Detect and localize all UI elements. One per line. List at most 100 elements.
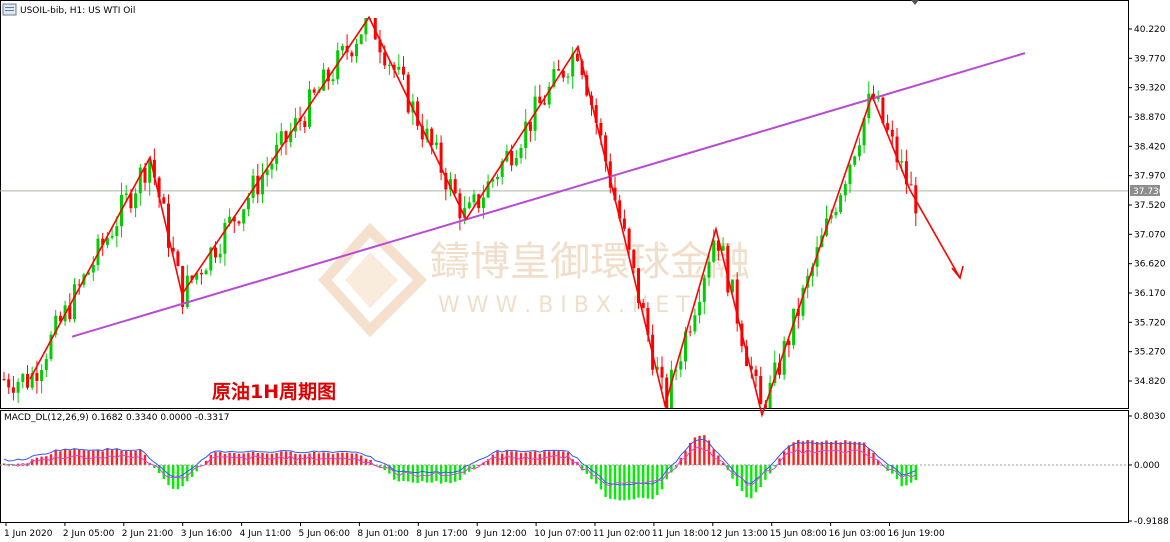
macd-bar <box>219 452 222 465</box>
macd-bar <box>604 464 607 497</box>
macd-bar <box>623 464 626 501</box>
macd-bar <box>233 453 236 465</box>
candle-body <box>669 369 673 408</box>
candle-body <box>731 279 734 293</box>
candle-body <box>162 197 166 204</box>
candle-body <box>496 176 499 180</box>
macd-bar <box>477 464 480 466</box>
macd-bar <box>764 464 767 480</box>
candle-body <box>237 221 241 224</box>
candle-body <box>176 251 180 266</box>
macd-tick-label: 0.000 <box>1134 461 1160 471</box>
candle-body <box>900 161 904 163</box>
macd-bar <box>773 464 776 467</box>
price-tick-label: 37.070 <box>1134 230 1166 240</box>
candle-body <box>124 193 128 195</box>
macd-bar <box>797 439 800 465</box>
macd-bar <box>421 464 424 481</box>
candle-body <box>312 89 316 93</box>
price-tick-label: 36.170 <box>1134 289 1166 299</box>
candle-body <box>876 97 880 100</box>
candle-body <box>218 253 222 258</box>
candle-body <box>481 197 485 209</box>
candle-body <box>326 69 330 82</box>
candle-body <box>801 287 805 316</box>
price-tick-label: 35.720 <box>1134 318 1166 328</box>
price-tick-label: 38.870 <box>1134 113 1166 123</box>
candle-body <box>782 340 786 375</box>
candle-body <box>778 362 781 375</box>
candle-body <box>21 373 25 382</box>
scroll-marker-icon[interactable] <box>911 0 919 5</box>
macd-bar <box>101 451 104 465</box>
candle-body <box>604 135 608 162</box>
time-tick-label: 4 Jun 11:00 <box>240 529 292 539</box>
macd-bar <box>806 440 809 465</box>
candle-body <box>688 331 692 333</box>
zigzag-line[interactable] <box>29 15 961 418</box>
macd-bar <box>308 453 311 465</box>
time-tick-label: 10 Jun 07:00 <box>534 529 591 539</box>
macd-bar <box>627 464 631 500</box>
candle-body <box>246 197 250 210</box>
time-axis: 1 Jun 2020 2 Jun 05:00 2 Jun 21:00 3 Jun 16… <box>4 522 945 539</box>
macd-bar <box>834 440 838 465</box>
time-tick-label: 1 Jun 2020 <box>4 529 53 539</box>
macd-bar <box>336 452 339 465</box>
candle-body <box>416 101 420 126</box>
time-tick-label: 11 Jun 02:00 <box>593 529 650 539</box>
watermark-logo <box>318 222 428 338</box>
support-trendline[interactable] <box>71 52 1026 338</box>
candle-body <box>571 53 575 77</box>
macd-bar <box>256 453 259 465</box>
macd-bar <box>204 460 208 465</box>
macd-bar <box>862 442 866 465</box>
candle-body <box>378 39 382 53</box>
macd-bar <box>444 464 447 482</box>
macd-bar <box>665 464 668 480</box>
chart-annotation: 原油1H周期图 <box>212 381 336 403</box>
macd-bar <box>411 464 415 483</box>
macd-bar <box>397 464 400 482</box>
time-tick-label: 8 Jun 17:00 <box>416 529 468 539</box>
candle-body <box>199 272 203 275</box>
candle-body <box>627 228 631 250</box>
candle-body <box>702 277 706 302</box>
macd-bar <box>909 464 913 483</box>
time-tick-label: 5 Jun 06:00 <box>299 529 351 539</box>
candle-body <box>101 238 105 245</box>
candle-body <box>68 305 72 320</box>
macd-bar <box>472 464 476 469</box>
candle-body <box>599 122 603 136</box>
candle-body <box>712 240 716 262</box>
candle-body <box>152 159 156 178</box>
macd-bar <box>125 451 128 465</box>
candle-body <box>181 265 185 308</box>
macd-bar <box>313 451 316 465</box>
macd-bar <box>63 449 67 465</box>
macd-bar <box>731 464 734 479</box>
candle-body <box>91 264 95 273</box>
macd-bar <box>298 454 302 465</box>
candle-body <box>622 218 626 229</box>
macd-bar <box>524 452 527 465</box>
macd-tick-label: -0.9188 <box>1134 517 1169 527</box>
candle-body <box>679 361 683 370</box>
candle-body <box>303 121 307 127</box>
candle-body <box>30 373 34 388</box>
macd-bar <box>49 454 53 465</box>
macd-bar <box>486 459 490 465</box>
candle-body <box>684 331 687 362</box>
candle-body <box>594 105 598 123</box>
projection-arrow-icon <box>951 265 964 280</box>
candle-body <box>491 179 495 182</box>
candle-body <box>16 381 20 393</box>
macd-bar <box>157 464 161 474</box>
candle-body <box>759 376 763 405</box>
candle-body <box>618 200 622 219</box>
macd-bar <box>261 453 264 465</box>
candle-body <box>261 175 264 195</box>
time-tick-label: 16 Jun 03:00 <box>829 529 886 539</box>
candle-body <box>566 76 570 78</box>
